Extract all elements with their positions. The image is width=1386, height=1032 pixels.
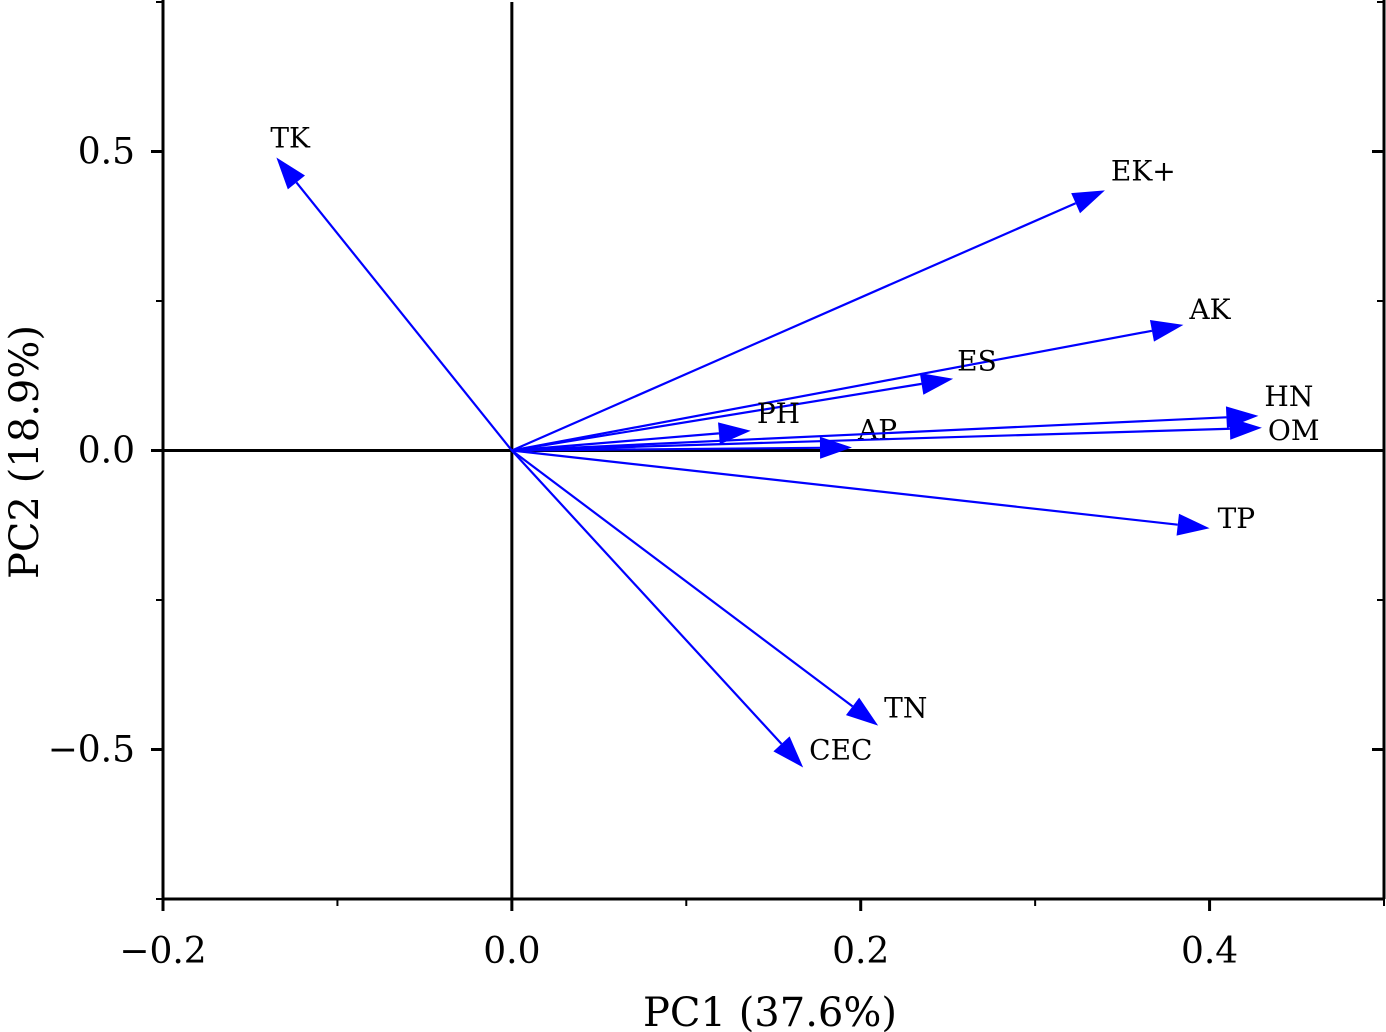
vector-arrowhead-ap [819, 436, 852, 459]
vector-line-hn [511, 416, 1227, 452]
y-tick-label: 0.0 [78, 431, 135, 472]
vector-line-tk [295, 181, 513, 452]
x-tick-label: 0.0 [483, 931, 540, 972]
vector-label-cec: CEC [809, 733, 872, 766]
x-tick-label: 0.2 [832, 931, 889, 972]
vector-label-ek: EK+ [1111, 154, 1176, 187]
vector-label-hn: HN [1264, 380, 1313, 413]
vector-tp: TP [511, 449, 1256, 536]
vector-line-tp [511, 449, 1178, 526]
vector-arrowhead-ak [1149, 319, 1184, 342]
axis-ticks: −0.2 0.0 0.2 0.4 −0.5 0.0 0.5 [48, 1, 1385, 972]
vector-ak: AK [511, 293, 1232, 452]
origin-lines [163, 2, 1384, 899]
vector-ek: EK+ [511, 154, 1176, 452]
vector-label-es: ES [957, 345, 997, 378]
vector-om: OM [511, 414, 1320, 452]
vector-label-ph: PH [757, 397, 800, 430]
vector-arrowhead-tn [845, 697, 879, 726]
vector-es: ES [511, 345, 997, 452]
vector-line-cec [511, 449, 783, 745]
vector-tk: TK [270, 121, 513, 452]
vector-label-tp: TP [1218, 502, 1256, 535]
vector-cec: CEC [511, 449, 872, 768]
vector-line-es [511, 382, 922, 452]
vector-arrowhead-cec [773, 736, 804, 768]
vector-line-om [511, 427, 1230, 452]
vector-label-ap: AP [857, 414, 897, 447]
vector-arrowhead-ek [1071, 190, 1105, 214]
x-tick-label: 0.4 [1181, 931, 1238, 972]
vector-line-ek [511, 202, 1077, 452]
vector-ph: PH [511, 397, 800, 452]
vector-arrowhead-es [919, 373, 954, 395]
y-tick-label: −0.5 [48, 730, 135, 771]
vector-line-ak [511, 329, 1153, 452]
vector-tn: TN [511, 449, 927, 726]
y-tick-label: 0.5 [78, 132, 135, 173]
vector-arrowhead-om [1229, 417, 1262, 440]
x-tick-label: −0.2 [119, 931, 206, 972]
vector-ap: AP [511, 414, 897, 459]
vector-line-ap [511, 446, 821, 452]
vector-arrowhead-ph [718, 422, 751, 445]
vector-label-om: OM [1268, 414, 1320, 447]
vector-arrowhead-tp [1176, 513, 1210, 536]
vector-line-tn [511, 449, 854, 708]
y-axis-title: PC2 (18.9%) [2, 325, 48, 579]
x-axis-title: PC1 (37.6%) [643, 990, 897, 1032]
vector-arrowhead-tk [276, 157, 305, 190]
vector-label-ak: AK [1188, 293, 1231, 326]
vector-label-tn: TN [884, 692, 927, 725]
vector-line-ph [511, 432, 720, 452]
vector-label-tk: TK [270, 121, 311, 154]
